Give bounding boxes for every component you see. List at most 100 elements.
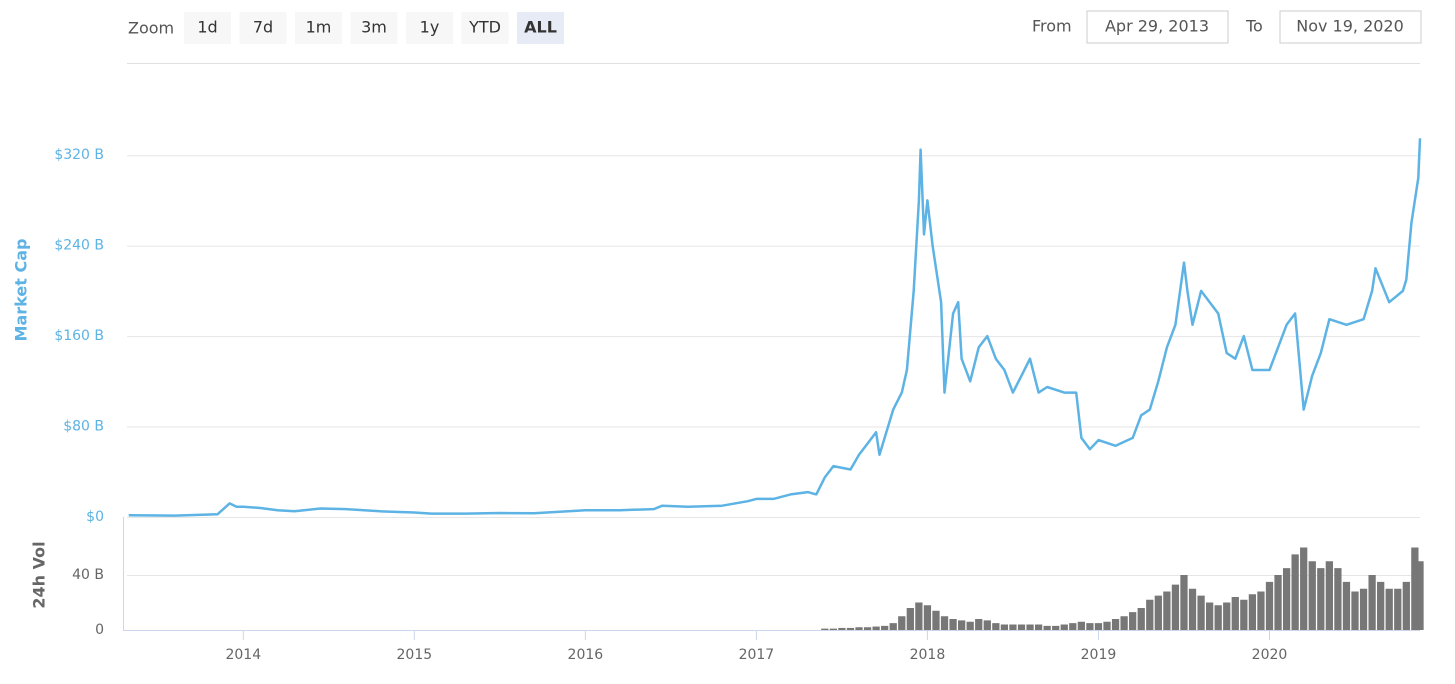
volume-bar bbox=[1205, 602, 1214, 630]
zoom-button[interactable] bbox=[461, 12, 509, 44]
from-label: From bbox=[1032, 17, 1072, 36]
volume-bar bbox=[1317, 568, 1325, 630]
volume-bar bbox=[1282, 568, 1291, 630]
volume-bar bbox=[1188, 588, 1197, 630]
volume-bar bbox=[1163, 591, 1171, 630]
volume-bar bbox=[1240, 599, 1248, 630]
x-tick-label: 2017 bbox=[739, 647, 775, 663]
volume-bar bbox=[958, 620, 966, 630]
zoom-button-label: ALL bbox=[524, 18, 557, 37]
volume-bar bbox=[1325, 561, 1333, 630]
volume-bar bbox=[949, 619, 957, 630]
y-tick-label: 40 B bbox=[72, 567, 104, 583]
volume-bar bbox=[1351, 591, 1359, 630]
y-tick-label: $0 bbox=[86, 509, 104, 525]
volume-bar bbox=[846, 627, 855, 630]
volume-bar bbox=[1000, 624, 1009, 630]
volume-bar bbox=[1394, 588, 1402, 630]
volume-bar bbox=[966, 621, 974, 630]
zoom-button[interactable] bbox=[295, 12, 342, 44]
zoom-button[interactable] bbox=[184, 12, 231, 44]
volume-bar bbox=[983, 620, 991, 630]
from-input[interactable] bbox=[1086, 10, 1229, 44]
volume-bar bbox=[1308, 561, 1316, 630]
volume-bar bbox=[1052, 625, 1060, 630]
y-tick-label: 0 bbox=[95, 622, 104, 638]
y-tick-label: $80 B bbox=[63, 419, 104, 435]
volume-bar bbox=[940, 616, 949, 630]
volume-bar bbox=[1043, 625, 1051, 630]
x-tick-label: 2016 bbox=[568, 647, 604, 663]
volume-bar bbox=[1214, 605, 1222, 630]
volume-bar bbox=[1120, 616, 1128, 630]
volume-bar bbox=[1111, 619, 1120, 630]
volume-bar bbox=[1223, 602, 1231, 630]
volume-bar bbox=[1086, 623, 1094, 630]
volume-bar bbox=[1334, 568, 1342, 630]
to-input[interactable] bbox=[1279, 10, 1422, 44]
volume-bar bbox=[1146, 599, 1154, 630]
volume-bar bbox=[1411, 547, 1419, 630]
volume-bar bbox=[1359, 588, 1368, 630]
volume-bar bbox=[872, 626, 880, 630]
y-tick-label: $240 B bbox=[54, 238, 104, 254]
volume-bar bbox=[1402, 581, 1410, 630]
y-tick-label: $160 B bbox=[54, 328, 104, 344]
zoom-button-label: 1m bbox=[306, 18, 332, 37]
zoom-button-label: 3m bbox=[361, 18, 387, 37]
zoom-button-label: 7d bbox=[253, 18, 273, 37]
volume-bar bbox=[932, 610, 940, 630]
x-tick-label: 2019 bbox=[1081, 647, 1117, 663]
zoom-button-label: YTD bbox=[468, 18, 501, 37]
from-date: Apr 29, 2013 bbox=[1105, 17, 1209, 36]
y-axis-label: Market Cap bbox=[12, 239, 31, 342]
zoom-button[interactable] bbox=[406, 12, 453, 44]
volume-bar bbox=[1137, 608, 1145, 630]
volume-bar bbox=[1385, 588, 1393, 630]
volume-bar bbox=[1377, 581, 1385, 630]
volume-bar bbox=[1171, 584, 1180, 630]
zoom-button-label: 1y bbox=[420, 18, 440, 37]
volume-bar bbox=[1300, 547, 1308, 630]
volume-bar bbox=[1017, 624, 1026, 630]
volume-bar bbox=[1231, 597, 1239, 630]
volume-bar bbox=[1154, 595, 1162, 630]
zoom-button[interactable] bbox=[517, 12, 564, 44]
volume-bar bbox=[1060, 624, 1068, 630]
volume-bar bbox=[1026, 624, 1034, 630]
volume-bar bbox=[1368, 575, 1376, 630]
volume-bar bbox=[1274, 575, 1282, 630]
zoom-button-label: 1d bbox=[197, 18, 217, 37]
x-tick-label: 2018 bbox=[910, 647, 946, 663]
to-label: To bbox=[1245, 17, 1263, 36]
volume-bar bbox=[906, 608, 914, 630]
volume-bar bbox=[915, 602, 923, 630]
volume-bar bbox=[863, 627, 872, 630]
volume-bar bbox=[1248, 594, 1257, 630]
volume-bar bbox=[898, 616, 906, 630]
y-axis-label: 24h Vol bbox=[30, 541, 49, 608]
x-tick-label: 2015 bbox=[397, 647, 433, 663]
volume-bar bbox=[1034, 624, 1043, 630]
x-tick-label: 2014 bbox=[225, 647, 261, 663]
market-cap-line bbox=[128, 138, 1422, 517]
volume-bar bbox=[821, 628, 829, 630]
to-date: Nov 19, 2020 bbox=[1296, 17, 1404, 36]
volume-bar bbox=[992, 623, 1000, 630]
volume-bar bbox=[838, 627, 846, 630]
volume-bar bbox=[1257, 591, 1265, 630]
zoom-button[interactable] bbox=[350, 12, 398, 44]
volume-bar bbox=[1129, 612, 1137, 630]
volume-bar bbox=[881, 625, 889, 630]
volume-bar bbox=[1180, 575, 1188, 630]
volume-bar bbox=[829, 628, 837, 630]
volume-bar bbox=[1265, 581, 1274, 630]
volume-bar bbox=[1197, 595, 1205, 630]
x-tick-label: 2020 bbox=[1252, 647, 1288, 663]
volume-bar bbox=[1077, 621, 1085, 630]
volume-bar bbox=[1103, 621, 1111, 630]
zoom-button[interactable] bbox=[239, 12, 287, 44]
volume-bar bbox=[1416, 561, 1424, 630]
volume-bar bbox=[1069, 623, 1077, 630]
